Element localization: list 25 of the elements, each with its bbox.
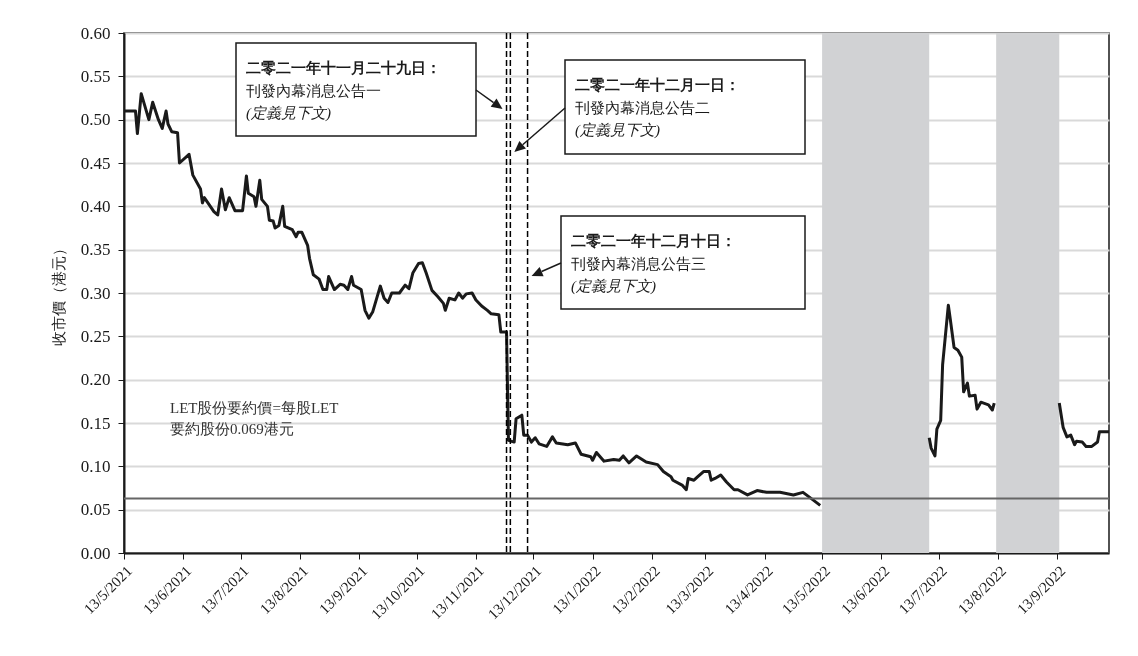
annotation: 要約股份0.069港元 — [170, 421, 294, 437]
y-tick-label: 0.55 — [80, 66, 111, 86]
y-tick-label: 0.00 — [80, 543, 111, 563]
y-tick-label: 0.20 — [80, 370, 111, 390]
y-tick-label: 0.60 — [80, 23, 111, 43]
y-tick-label: 0.45 — [80, 153, 111, 173]
annotation: LET股份要約價=每股LET — [170, 400, 339, 416]
y-tick-label: 0.10 — [80, 456, 111, 476]
annotation: (定義見下文) — [575, 122, 660, 139]
annotation: 二零二一年十二月十日： — [571, 233, 736, 249]
y-tick-label: 0.05 — [80, 500, 111, 520]
annotation: 刊發內幕消息公告一 — [246, 82, 381, 99]
y-tick-label: 0.50 — [80, 110, 111, 130]
y-tick-label: 0.35 — [80, 240, 111, 260]
annotation: 刊發內幕消息公告二 — [575, 99, 710, 116]
y-axis-title: 收市價（港元） — [50, 241, 67, 346]
y-tick-label: 0.40 — [80, 196, 111, 216]
annotation: (定義見下文) — [571, 278, 656, 295]
annotation: (定義見下文) — [246, 105, 331, 122]
y-tick-label: 0.15 — [80, 413, 111, 433]
annotation: 二零二一年十一月二十九日： — [246, 60, 441, 76]
annotation: 二零二一年十二月一日： — [575, 77, 740, 93]
annotation: 刊發內幕消息公告三 — [571, 255, 706, 272]
y-tick-label: 0.30 — [80, 283, 111, 303]
y-tick-label: 0.25 — [80, 326, 111, 346]
